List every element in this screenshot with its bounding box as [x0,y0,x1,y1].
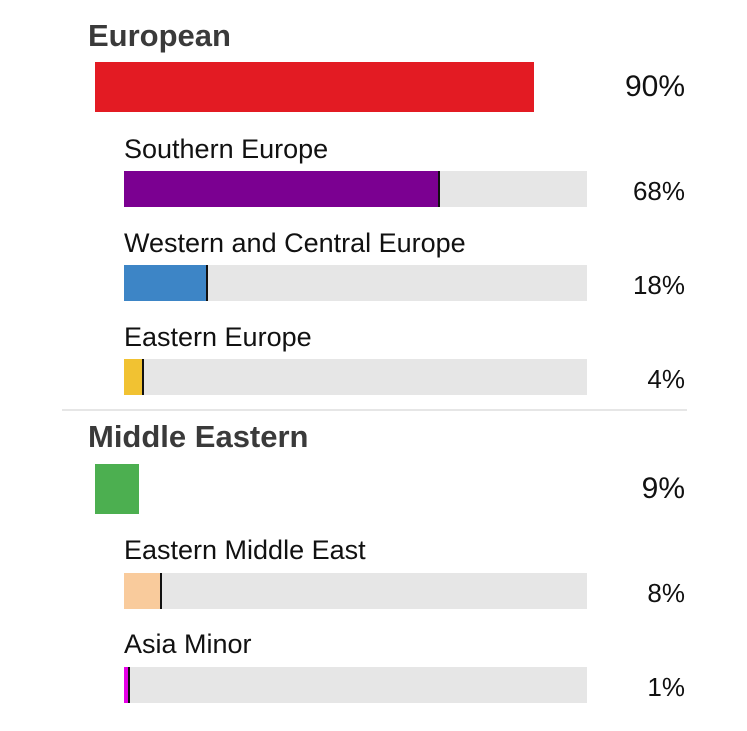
subgroup-track-southern-europe[interactable] [124,171,587,207]
group-divider [62,409,687,411]
group-percentage-middle-eastern: 9% [641,472,685,505]
subgroup-track-eastern-middle-east[interactable] [124,573,587,609]
subgroup-marker-southern-europe [438,171,440,207]
subgroup-marker-eastern-middle-east [160,573,162,609]
subgroup-percentage-asia-minor: 1% [647,672,685,702]
subgroup-label-eastern-middle-east: Eastern Middle East [124,535,366,565]
subgroup-percentage-southern-europe: 68% [632,176,685,206]
subgroup-percentage-eastern-europe: 4% [647,364,685,394]
subgroup-label-western-central-europe: Western and Central Europe [124,228,466,258]
subgroup-label-asia-minor: Asia Minor [124,629,252,659]
subgroup-bar-eastern-middle-east [124,573,161,609]
subgroup-track-asia-minor[interactable] [124,667,587,703]
group-percentage-european: 90% [624,70,685,103]
subgroup-percentage-western-central-europe: 18% [632,270,685,300]
subgroup-marker-eastern-europe [142,359,144,395]
subgroup-track-western-central-europe[interactable] [124,265,587,301]
subgroup-label-eastern-europe: Eastern Europe [124,322,312,352]
subgroup-bar-asia-minor [124,667,129,703]
subgroup-marker-western-central-europe [206,265,208,301]
subgroup-percentage-eastern-middle-east: 8% [647,578,685,608]
subgroup-track-eastern-europe[interactable] [124,359,587,395]
group-bar-middle-eastern[interactable] [95,464,139,514]
subgroup-label-southern-europe: Southern Europe [124,134,329,164]
subgroup-marker-asia-minor [128,667,130,703]
subgroup-bar-eastern-europe [124,359,143,395]
group-bar-european[interactable] [95,62,534,112]
group-title-european: European [88,18,231,53]
subgroup-bar-southern-europe [124,171,439,207]
subgroup-bar-western-central-europe [124,265,207,301]
group-title-middle-eastern: Middle Eastern [88,419,309,454]
